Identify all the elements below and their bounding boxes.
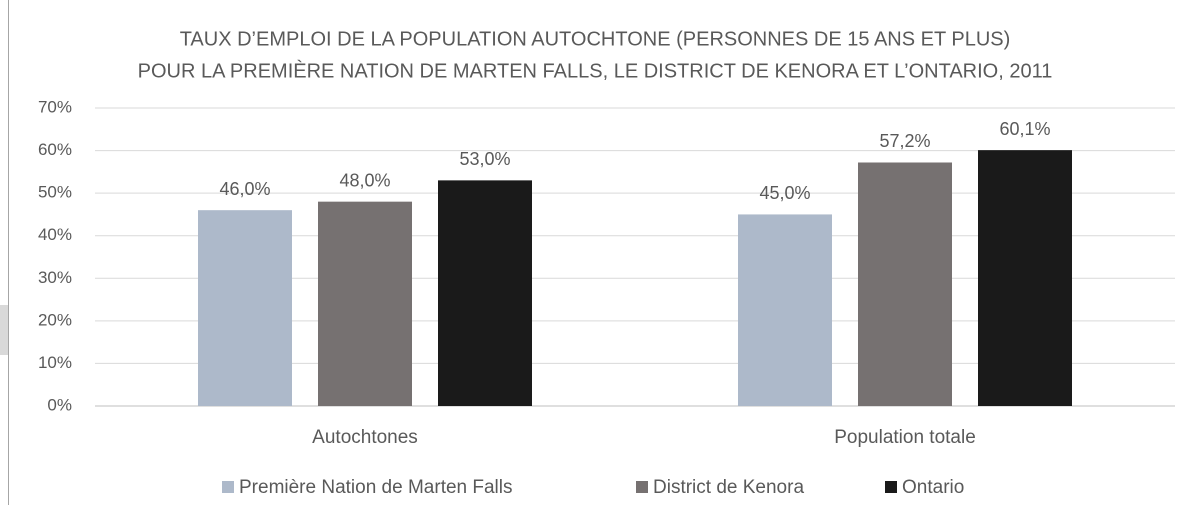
y-tick-label: 30% — [38, 268, 72, 287]
value-label: 53,0% — [459, 149, 510, 169]
bar — [738, 214, 832, 406]
y-tick-label: 0% — [47, 395, 72, 414]
y-tick-label: 50% — [38, 183, 72, 202]
chart-title: POUR LA PREMIÈRE NATION DE MARTEN FALLS,… — [138, 59, 1053, 82]
legend-swatch — [636, 481, 648, 493]
bar — [198, 210, 292, 406]
value-label: 57,2% — [879, 131, 930, 151]
edge-block — [0, 305, 8, 355]
value-label: 60,1% — [999, 119, 1050, 139]
x-tick-label: Population totale — [834, 427, 976, 448]
y-tick-label: 60% — [38, 140, 72, 159]
chart-title: TAUX D’EMPLOI DE LA POPULATION AUTOCHTON… — [180, 28, 1011, 50]
value-label: 45,0% — [759, 183, 810, 203]
y-tick-label: 10% — [38, 353, 72, 372]
legend-swatch — [885, 481, 897, 493]
bar — [978, 150, 1072, 406]
y-tick-label: 20% — [38, 310, 72, 329]
bar — [858, 162, 952, 406]
y-tick-label: 40% — [38, 225, 72, 244]
value-label: 48,0% — [339, 170, 390, 190]
legend-swatch — [222, 481, 234, 493]
x-tick-label: Autochtones — [312, 427, 418, 448]
legend-label: District de Kenora — [653, 477, 804, 498]
y-tick-label: 70% — [38, 97, 72, 116]
legend-label: Ontario — [902, 477, 964, 498]
value-label: 46,0% — [219, 179, 270, 199]
bar — [438, 180, 532, 406]
bar — [318, 201, 412, 406]
legend-label: Première Nation de Marten Falls — [239, 477, 513, 498]
